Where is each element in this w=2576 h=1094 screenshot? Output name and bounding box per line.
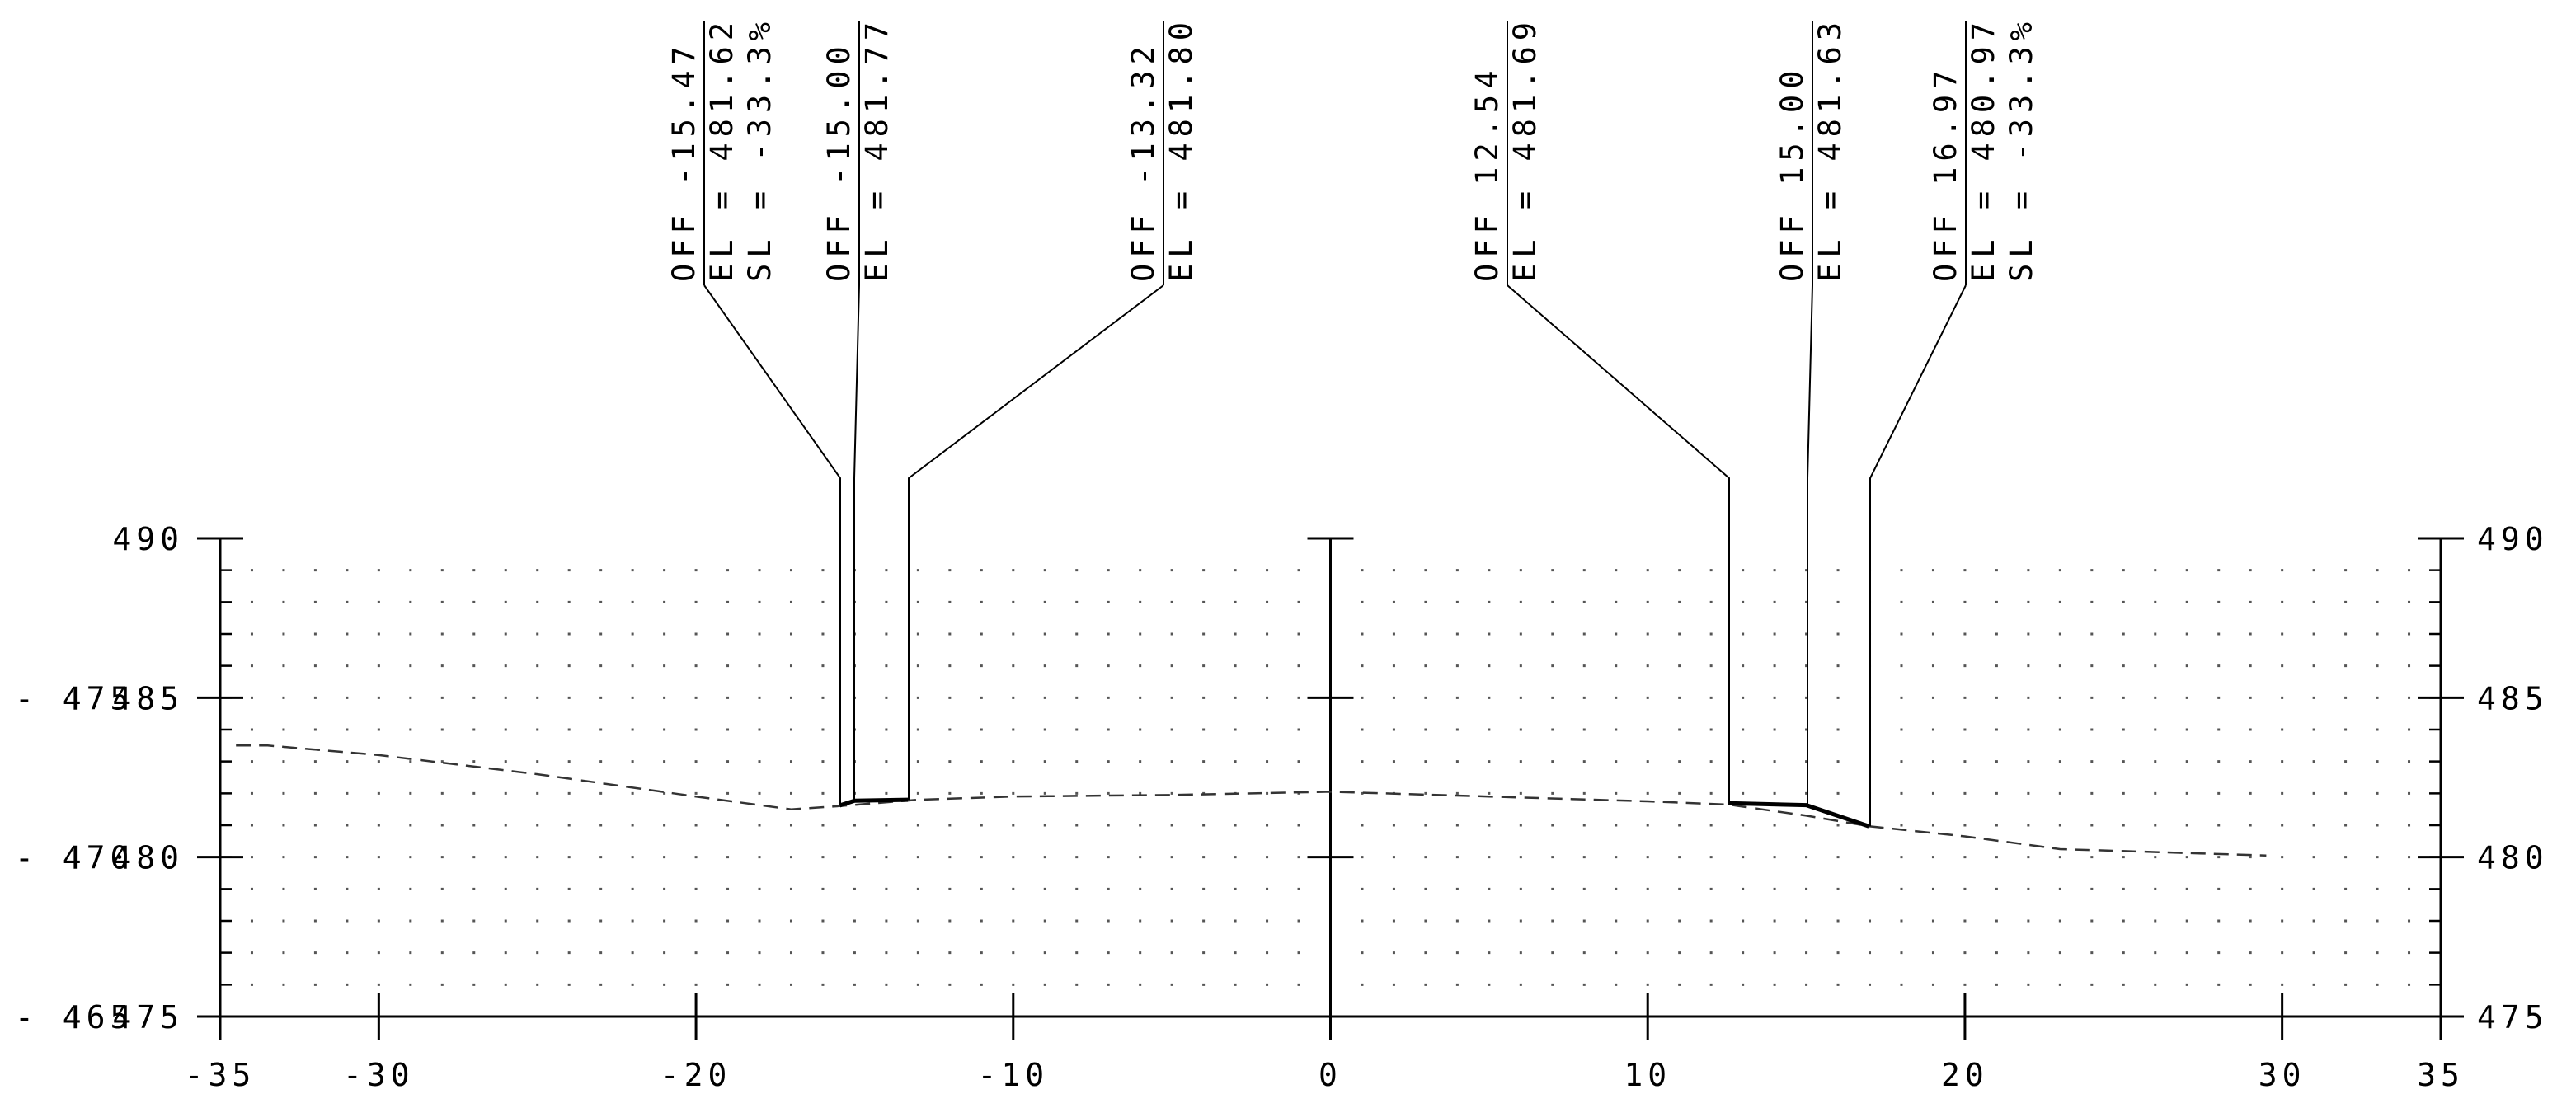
- callout-text-line: EL = 480.97: [1966, 16, 2001, 282]
- callout-leader: [853, 284, 860, 801]
- offset-tick-label: -20: [660, 1057, 732, 1091]
- left-elevation-label: 475: [112, 999, 184, 1035]
- callout-leader: [703, 284, 841, 805]
- left-elevation-label: 485: [112, 680, 184, 716]
- offset-tick-label: 30: [2259, 1057, 2306, 1091]
- callout-text-line: OFF 15.00: [1775, 65, 1810, 282]
- outer-elevation-label: - 465: [15, 999, 134, 1035]
- callout-text-line: EL = 481.69: [1507, 16, 1543, 282]
- callout-leader: [1807, 284, 1813, 805]
- right-elevation-label: 485: [2477, 680, 2549, 716]
- callout-labels: OFF -15.47 EL = 481.62 SL = -33.3% OFF -15.…: [666, 16, 2039, 827]
- offset-tick-label: -35: [185, 1057, 256, 1091]
- proposed-grade-line: [839, 797, 909, 808]
- left-elevation-label: 480: [112, 840, 184, 876]
- callout-text-line: OFF -15.47: [666, 40, 702, 282]
- proposed-grade-line: [1728, 801, 1870, 829]
- left-elevation-label: 490: [112, 521, 184, 557]
- callout-text-line: EL = 481.77: [859, 16, 895, 282]
- existing-ground-line: [236, 744, 2267, 857]
- callout-text-line: OFF -13.32: [1126, 40, 1161, 282]
- callout-text-line: SL = -33.3%: [2004, 16, 2039, 282]
- right-elevation-label: 475: [2477, 999, 2549, 1035]
- offset-tick-label: -10: [977, 1057, 1049, 1091]
- callout-text-line: EL = 481.62: [704, 16, 740, 282]
- grid-dots: [250, 569, 2411, 986]
- offset-tick-label: -30: [343, 1057, 415, 1091]
- outer-elevation-label: - 475: [15, 680, 134, 716]
- callout-text-line: OFF -15.00: [821, 40, 857, 282]
- callout-leader: [908, 284, 1164, 801]
- callout-text-line: EL = 481.63: [1812, 16, 1848, 282]
- callout-text-line: SL = -33.3%: [742, 16, 778, 282]
- right-elevation-label: 480: [2477, 840, 2549, 876]
- callout-text-line: OFF 16.97: [1928, 65, 1963, 282]
- axes: [197, 537, 2464, 1040]
- right-elevation-label: 490: [2477, 521, 2549, 557]
- callout-text-line: OFF 12.54: [1469, 65, 1505, 282]
- existing-ground-profile: [236, 744, 2267, 857]
- offset-tick-label: 35: [2417, 1057, 2465, 1091]
- callout-text-line: EL = 481.80: [1163, 16, 1199, 282]
- offset-tick-label: 0: [1319, 1057, 1342, 1091]
- dot-grid: [250, 569, 2411, 986]
- callout-leader: [1869, 284, 1967, 827]
- outer-elevation-label: - 470: [15, 840, 134, 876]
- axis-tick-labels: -35 -30 -20 -10 0 10 20 30 35 475 480 485 490 475 480 4…: [15, 521, 2549, 1093]
- offset-tick-label: 20: [1941, 1057, 1989, 1091]
- callout-leader: [1507, 284, 1730, 804]
- offset-tick-label: 10: [1624, 1057, 1671, 1091]
